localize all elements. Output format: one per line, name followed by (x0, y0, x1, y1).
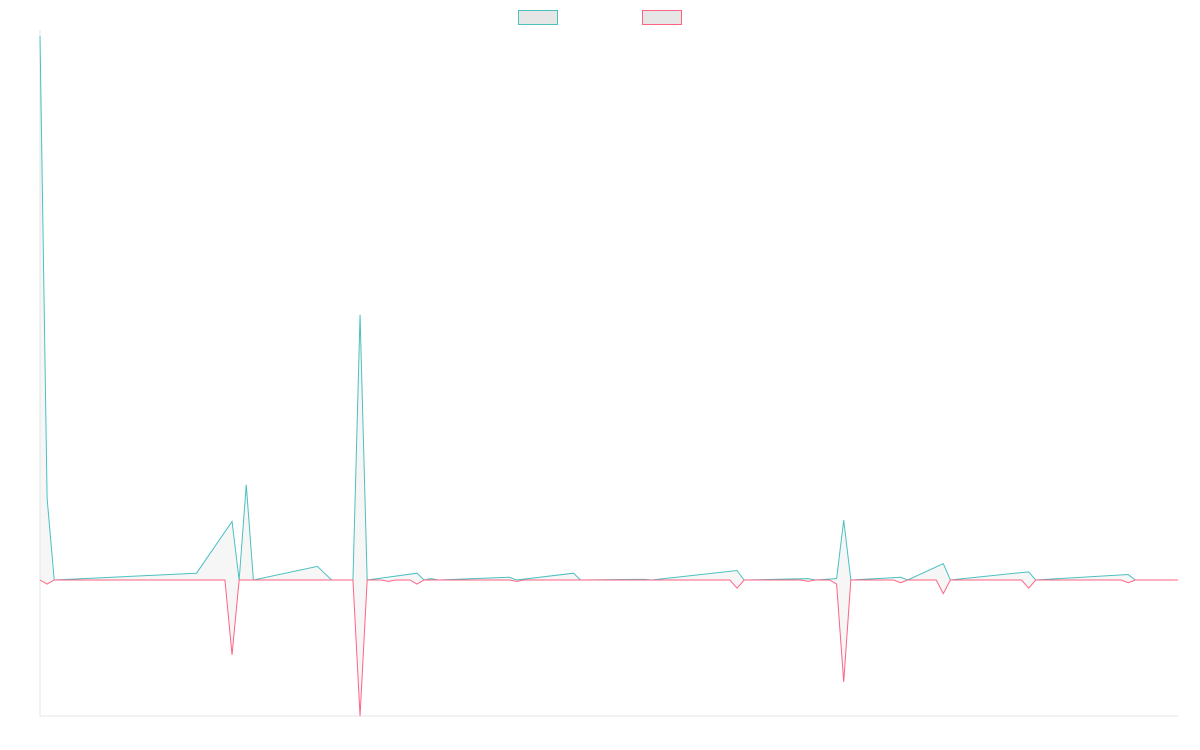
series-2-area (40, 580, 1178, 716)
series-2-line (39, 579, 1178, 717)
series-1 (39, 35, 1178, 581)
series-layer (39, 35, 1178, 717)
series-2 (39, 579, 1178, 717)
series-1-line (39, 35, 1178, 581)
legend-swatch-2[interactable] (642, 10, 682, 25)
axes (39, 30, 1178, 717)
legend-swatch-1[interactable] (518, 10, 558, 25)
series-1-area (40, 36, 1178, 580)
